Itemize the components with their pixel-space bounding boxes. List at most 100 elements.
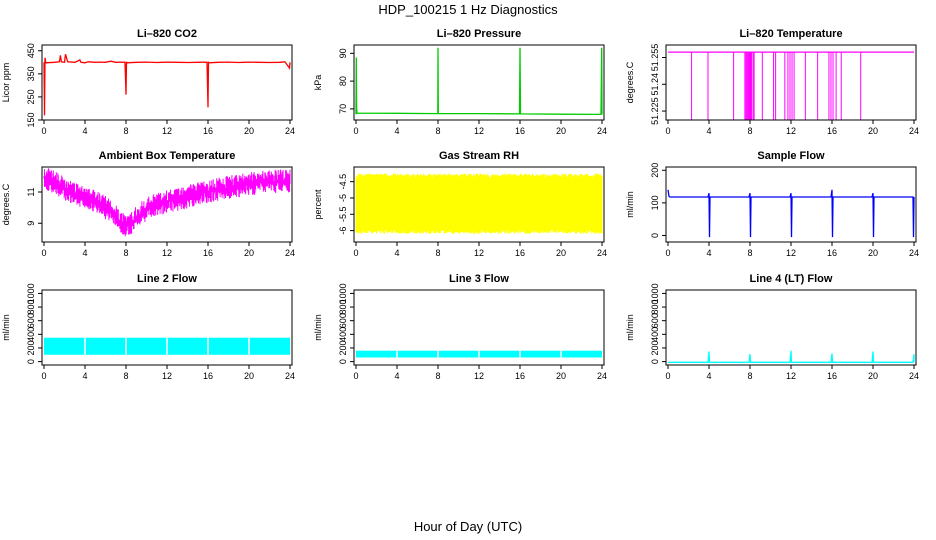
x-tick-label: 16 [827,248,837,258]
x-tick-label: 24 [597,126,607,136]
x-tick-label: 4 [394,248,399,258]
series-group [356,350,602,358]
panel-title: Line 4 (LT) Flow [750,273,833,285]
x-tick-label: 12 [162,126,172,136]
x-tick-label: 0 [353,371,358,381]
plot-frame [41,44,293,121]
x-tick-label: 16 [515,126,525,136]
y-tick-label: 200 [650,163,660,178]
x-tick-label: 0 [41,248,46,258]
x-tick-label: 8 [747,126,752,136]
y-tick-label: -6 [338,227,348,235]
x-axis-label: Hour of Day (UTC) [414,519,522,534]
chart-panel: Gas Stream RH percent 0 4 8 12 16 20 24 -6 -5.5 -5 -… [313,150,607,258]
y-tick-label: 800 [26,300,36,315]
y-axis-label: ml/min [313,314,323,341]
x-tick-label: 20 [868,126,878,136]
series-line [355,173,603,234]
x-tick-label: 4 [706,371,711,381]
y-tick-label: 150 [26,112,36,127]
x-tick-label: 20 [556,248,566,258]
x-tick-label: 20 [556,126,566,136]
x-tick-label: 16 [827,371,837,381]
y-tick-label: -4.5 [338,174,348,190]
x-tick-label: 8 [123,248,128,258]
y-axis-label: Licor ppm [1,63,11,103]
x-tick-label: 4 [394,371,399,381]
panel-title: Ambient Box Temperature [99,150,236,162]
series-group [668,51,914,120]
x-tick-label: 12 [474,248,484,258]
series-line [43,168,291,237]
y-tick-label: 250 [26,89,36,104]
x-tick-label: 0 [353,248,358,258]
x-tick-label: 12 [162,248,172,258]
panel-title: Gas Stream RH [439,150,519,162]
x-tick-label: 20 [868,371,878,381]
x-tick-label: 24 [909,126,919,136]
y-tick-label: 400 [338,327,348,342]
y-tick-label: 600 [650,313,660,328]
x-tick-label: 16 [827,126,837,136]
x-tick-label: 0 [665,371,670,381]
y-tick-label: -5.5 [338,207,348,223]
y-tick-label: 90 [338,48,348,58]
y-tick-label: 1000 [338,283,348,303]
x-tick-label: 12 [162,371,172,381]
series-group [667,189,915,238]
series-group [355,173,603,234]
panel-title: Sample Flow [757,150,825,162]
y-tick-label: 600 [338,313,348,328]
x-tick-label: 16 [203,248,213,258]
x-tick-label: 4 [82,248,87,258]
x-tick-label: 0 [353,126,358,136]
y-tick-label: 9 [26,221,36,226]
series-group [355,47,603,116]
series-line [668,350,915,363]
y-tick-label: -5 [338,194,348,202]
y-tick-label: 200 [338,340,348,355]
x-tick-label: 24 [285,248,295,258]
panel-title: Line 3 Flow [449,273,509,285]
series-line [43,54,291,116]
panel-title: Li–820 CO2 [137,28,197,40]
panel-title: Line 2 Flow [137,273,197,285]
y-tick-label: 80 [338,76,348,86]
series-group [43,168,291,237]
x-tick-label: 12 [786,371,796,381]
x-tick-label: 0 [41,371,46,381]
x-tick-label: 8 [435,371,440,381]
chart-panel: Line 3 Flow ml/min 0 4 8 12 16 20 24 0 20040060080… [313,273,607,381]
x-tick-label: 12 [786,248,796,258]
chart-panel: Li–820 CO2 Licor ppm 0 4 8 12 16 20 24 150 250 350 4… [1,28,295,136]
y-tick-label: 11 [26,187,36,196]
x-tick-label: 16 [203,371,213,381]
series-line [667,189,915,238]
x-tick-label: 24 [285,126,295,136]
x-tick-label: 8 [747,248,752,258]
y-tick-label: 1000 [26,283,36,303]
x-tick-label: 4 [82,126,87,136]
x-tick-label: 20 [868,248,878,258]
y-axis-label: degrees.C [625,61,635,103]
x-tick-label: 4 [706,126,711,136]
y-axis-label: degrees.C [1,183,11,225]
x-tick-label: 16 [515,248,525,258]
x-tick-label: 24 [909,371,919,381]
series-line [355,47,603,116]
y-tick-label: 600 [26,313,36,328]
x-tick-label: 8 [435,248,440,258]
y-tick-label: 0 [650,233,660,238]
y-tick-label: 0 [26,359,36,364]
x-tick-label: 8 [123,126,128,136]
y-tick-label: 51.24 [650,73,660,96]
chart-panel: Li–820 Temperature degrees.C 0 4 8 12 16 20 24 51… [625,28,919,136]
y-tick-label: 350 [26,66,36,81]
x-tick-label: 12 [786,126,796,136]
chart-panel: Line 2 Flow ml/min 0 4 8 12 16 20 24 0 20040060080… [1,273,295,381]
y-tick-label: 200 [650,340,660,355]
x-tick-label: 16 [515,371,525,381]
x-tick-label: 12 [474,126,484,136]
x-tick-label: 24 [597,248,607,258]
x-tick-label: 12 [474,371,484,381]
